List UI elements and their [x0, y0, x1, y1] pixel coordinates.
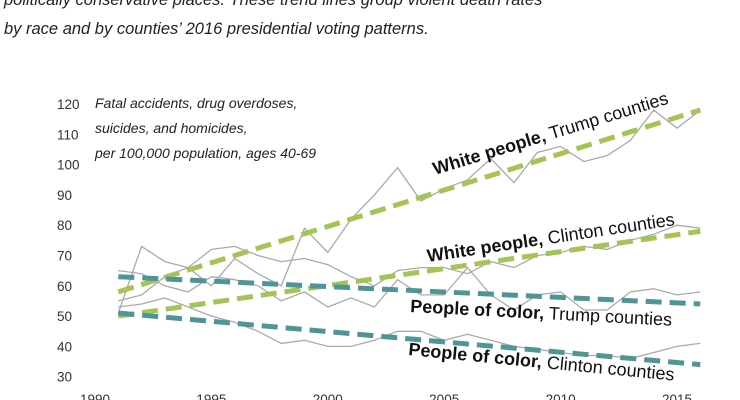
- trend-line-poc_clinton: [118, 310, 701, 368]
- intro-line-2: by race and by counties’ 2016 presidenti…: [4, 20, 429, 38]
- label-white-trump: White people, Trump counties: [430, 88, 670, 179]
- x-tick-label: 2015: [662, 392, 692, 400]
- y-tick-label: 110: [57, 127, 79, 142]
- y-tick-label: 100: [57, 158, 80, 173]
- label-poc-clinton: People of color, Clinton counties: [408, 339, 676, 385]
- trend-line-white_trump: [117, 107, 702, 295]
- x-axis-ticks: 1990 1995 2000 2005 2010 2015: [80, 392, 692, 400]
- x-tick-label: 1990: [80, 392, 110, 400]
- trend-line-white_clinton: [117, 228, 701, 319]
- actual-line-white_clinton: [118, 224, 701, 302]
- x-tick-label: 1995: [196, 392, 226, 400]
- y-tick-label: 30: [57, 370, 72, 385]
- x-tick-label: 2010: [546, 392, 576, 400]
- x-tick-label: 2005: [429, 392, 459, 400]
- trend-lines: [117, 107, 702, 368]
- chart-note-line-1: Fatal accidents, drug overdoses,: [95, 95, 297, 111]
- actual-line-poc_trump: [118, 266, 701, 311]
- y-tick-label: 120: [57, 97, 80, 112]
- y-tick-label: 50: [57, 309, 72, 324]
- y-tick-label: 40: [57, 339, 72, 354]
- chart-note-line-2: suicides, and homicides,: [95, 120, 248, 136]
- trend-line-poc_trump: [118, 274, 701, 307]
- intro-line-1: politically conservative places. These t…: [4, 0, 543, 9]
- y-tick-label: 80: [57, 218, 72, 233]
- y-tick-label: 60: [57, 279, 72, 294]
- y-tick-label: 90: [57, 188, 72, 203]
- y-tick-label: 70: [57, 249, 72, 264]
- y-axis-ticks: 30 40 50 60 70 80 90 100 110 120: [57, 97, 80, 385]
- x-tick-label: 2000: [313, 392, 343, 400]
- chart-note-line-3: per 100,000 population, ages 40-69: [94, 145, 316, 161]
